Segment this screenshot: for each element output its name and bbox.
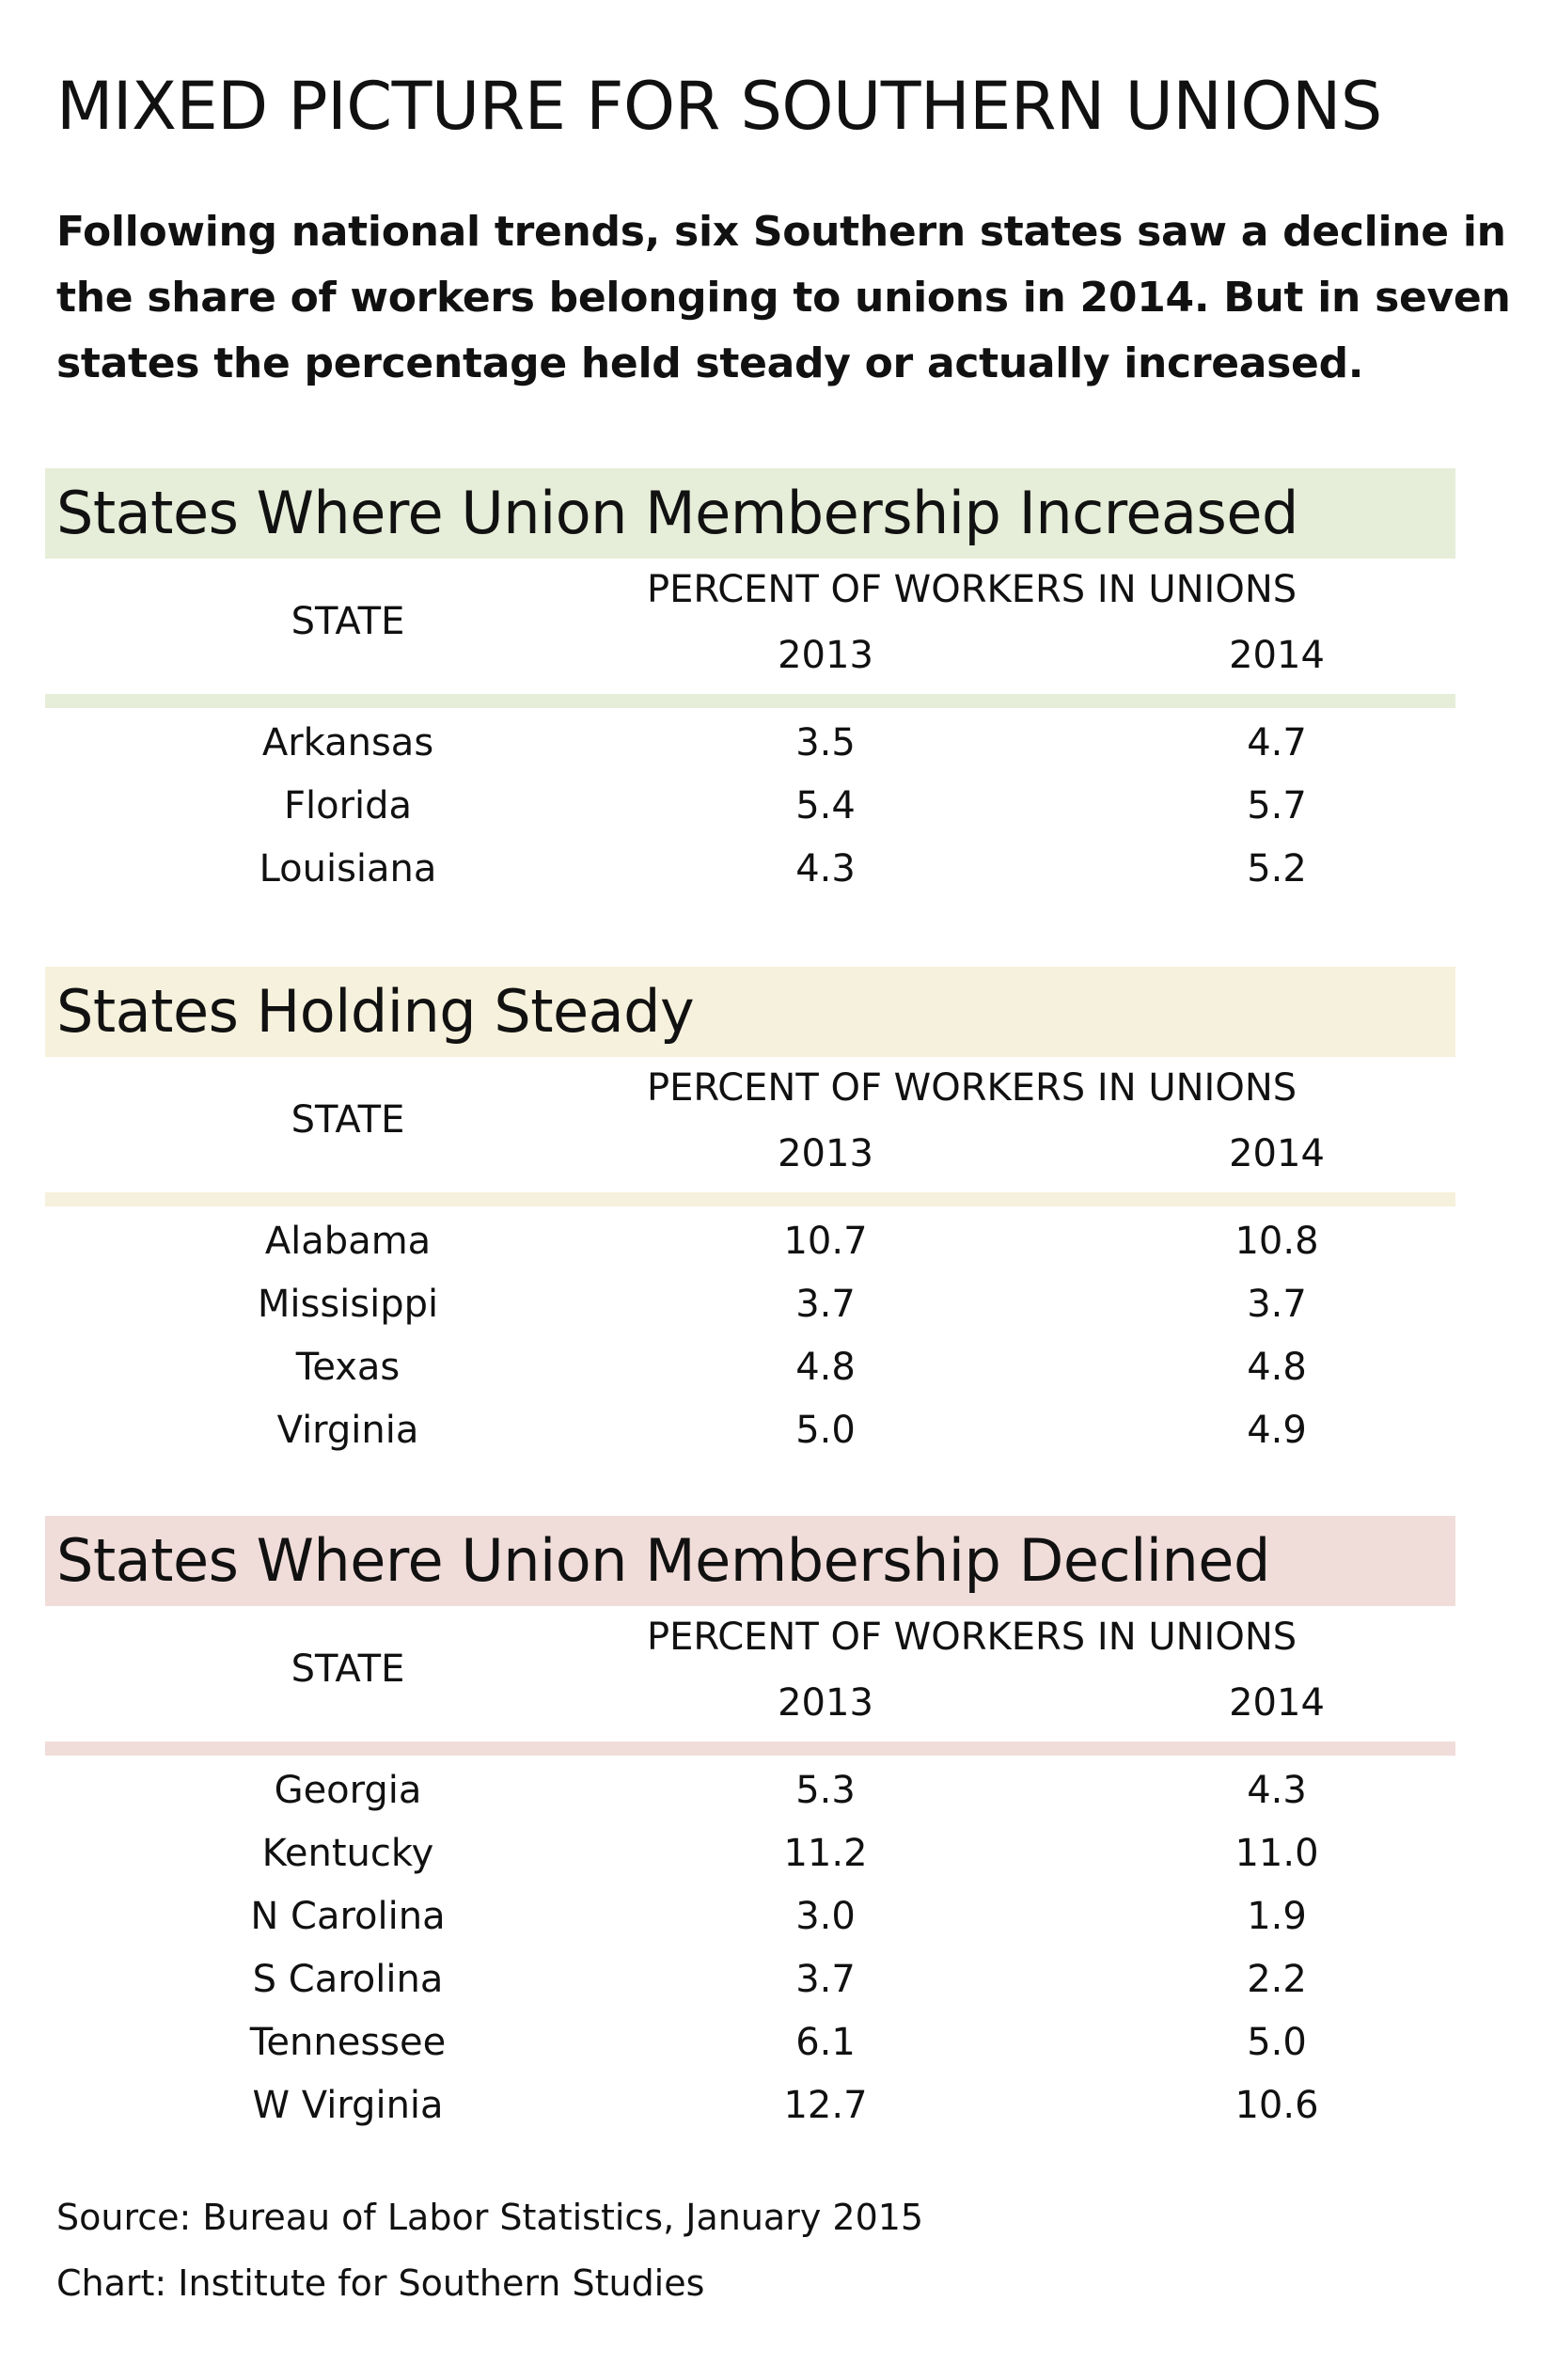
table-row: Alabama 10.7 10.8 [45,1212,1455,1275]
value-2014-cell: 11.0 [1234,1832,1319,1875]
year-2013-header: 2013 [778,634,873,677]
header-rule [45,694,1455,708]
value-2014-cell: 10.6 [1234,2084,1319,2127]
value-2013-cell: 3.7 [795,1283,856,1326]
state-cell: Texas [295,1346,401,1389]
table-row: Arkansas 3.5 4.7 [45,714,1455,777]
table-row: Missisippi 3.7 3.7 [45,1275,1455,1338]
state-cell: Tennessee [249,2021,447,2064]
value-2014-cell: 5.0 [1247,2021,1307,2064]
year-2013-header: 2013 [778,1681,873,1725]
year-2014-header: 2014 [1229,1681,1325,1725]
table-row: Virginia 5.0 4.9 [45,1401,1455,1464]
chart-credit: Chart: Institute for Southern Studies [56,2262,705,2304]
table-row: Louisiana 4.3 5.2 [45,840,1455,903]
table-row: Georgia 5.3 4.3 [45,1761,1455,1824]
intro-text: Following national trends, six Southern … [56,208,1511,387]
table-body: Alabama 10.7 10.8 Missisippi 3.7 3.7 Tex… [45,1206,1455,1464]
state-cell: N Carolina [250,1895,446,1938]
state-cell: Kentucky [261,1832,434,1875]
value-2013-cell: 10.7 [783,1220,868,1263]
table-row: Florida 5.4 5.7 [45,777,1455,840]
header-rule [45,1742,1455,1756]
section-steady: States Holding Steady STATE PERCENT OF W… [45,967,1455,1464]
value-2014-cell: 4.3 [1247,1769,1307,1812]
value-2013-cell: 6.1 [795,2021,856,2064]
section-header-steady: States Holding Steady [45,967,1455,1057]
state-cell: Louisiana [259,847,437,891]
percent-column-header: PERCENT OF WORKERS IN UNIONS [647,1616,1297,1659]
column-header-row: STATE PERCENT OF WORKERS IN UNIONS 2013 … [45,1606,1455,1742]
state-column-header: STATE [291,600,405,643]
header-rule [45,1192,1455,1206]
value-2013-cell: 4.3 [795,847,856,891]
value-2013-cell: 12.7 [783,2084,868,2127]
value-2014-cell: 4.9 [1247,1409,1307,1452]
year-2014-header: 2014 [1229,1132,1325,1175]
table-row: Texas 4.8 4.8 [45,1338,1455,1401]
source-note: Source: Bureau of Labor Statistics, Janu… [56,2197,924,2238]
table-body: Georgia 5.3 4.3 Kentucky 11.2 11.0 N Car… [45,1756,1455,2139]
state-column-header: STATE [291,1647,405,1691]
state-column-header: STATE [291,1098,405,1142]
state-cell: Alabama [264,1220,432,1263]
value-2013-cell: 5.3 [795,1769,856,1812]
state-cell: S Carolina [252,1958,444,2001]
table-row: Tennessee 6.1 5.0 [45,2013,1455,2076]
value-2013-cell: 4.8 [795,1346,856,1389]
value-2013-cell: 3.5 [795,721,856,764]
page-title: MIXED PICTURE FOR SOUTHERN UNIONS [56,68,1382,145]
value-2014-cell: 3.7 [1247,1283,1307,1326]
section-declined: States Where Union Membership Declined S… [45,1516,1455,2139]
state-cell: Florida [283,784,413,827]
year-2014-header: 2014 [1229,634,1325,677]
value-2013-cell: 11.2 [783,1832,868,1875]
table-row: S Carolina 3.7 2.2 [45,1950,1455,2013]
value-2013-cell: 3.0 [795,1895,856,1938]
state-cell: Georgia [274,1769,422,1812]
table-row: W Virginia 12.7 10.6 [45,2076,1455,2139]
section-header-increased: States Where Union Membership Increased [45,468,1455,559]
value-2014-cell: 1.9 [1247,1895,1307,1938]
state-cell: Missisippi [257,1283,439,1326]
value-2013-cell: 5.4 [795,784,856,827]
value-2014-cell: 5.7 [1247,784,1307,827]
value-2014-cell: 4.7 [1247,721,1307,764]
column-header-row: STATE PERCENT OF WORKERS IN UNIONS 2013 … [45,559,1455,694]
percent-column-header: PERCENT OF WORKERS IN UNIONS [647,1066,1297,1110]
table-body: Arkansas 3.5 4.7 Florida 5.4 5.7 Louisia… [45,708,1455,903]
value-2014-cell: 2.2 [1247,1958,1307,2001]
value-2014-cell: 5.2 [1247,847,1307,891]
state-cell: Arkansas [261,721,434,764]
column-header-row: STATE PERCENT OF WORKERS IN UNIONS 2013 … [45,1057,1455,1192]
value-2014-cell: 4.8 [1247,1346,1307,1389]
state-cell: Virginia [276,1409,419,1452]
table-row: Kentucky 11.2 11.0 [45,1824,1455,1887]
state-cell: W Virginia [252,2084,444,2127]
percent-column-header: PERCENT OF WORKERS IN UNIONS [647,568,1297,611]
value-2013-cell: 3.7 [795,1958,856,2001]
table-row: N Carolina 3.0 1.9 [45,1887,1455,1950]
value-2014-cell: 10.8 [1234,1220,1319,1263]
year-2013-header: 2013 [778,1132,873,1175]
section-header-declined: States Where Union Membership Declined [45,1516,1455,1606]
section-increased: States Where Union Membership Increased … [45,468,1455,903]
value-2013-cell: 5.0 [795,1409,856,1452]
